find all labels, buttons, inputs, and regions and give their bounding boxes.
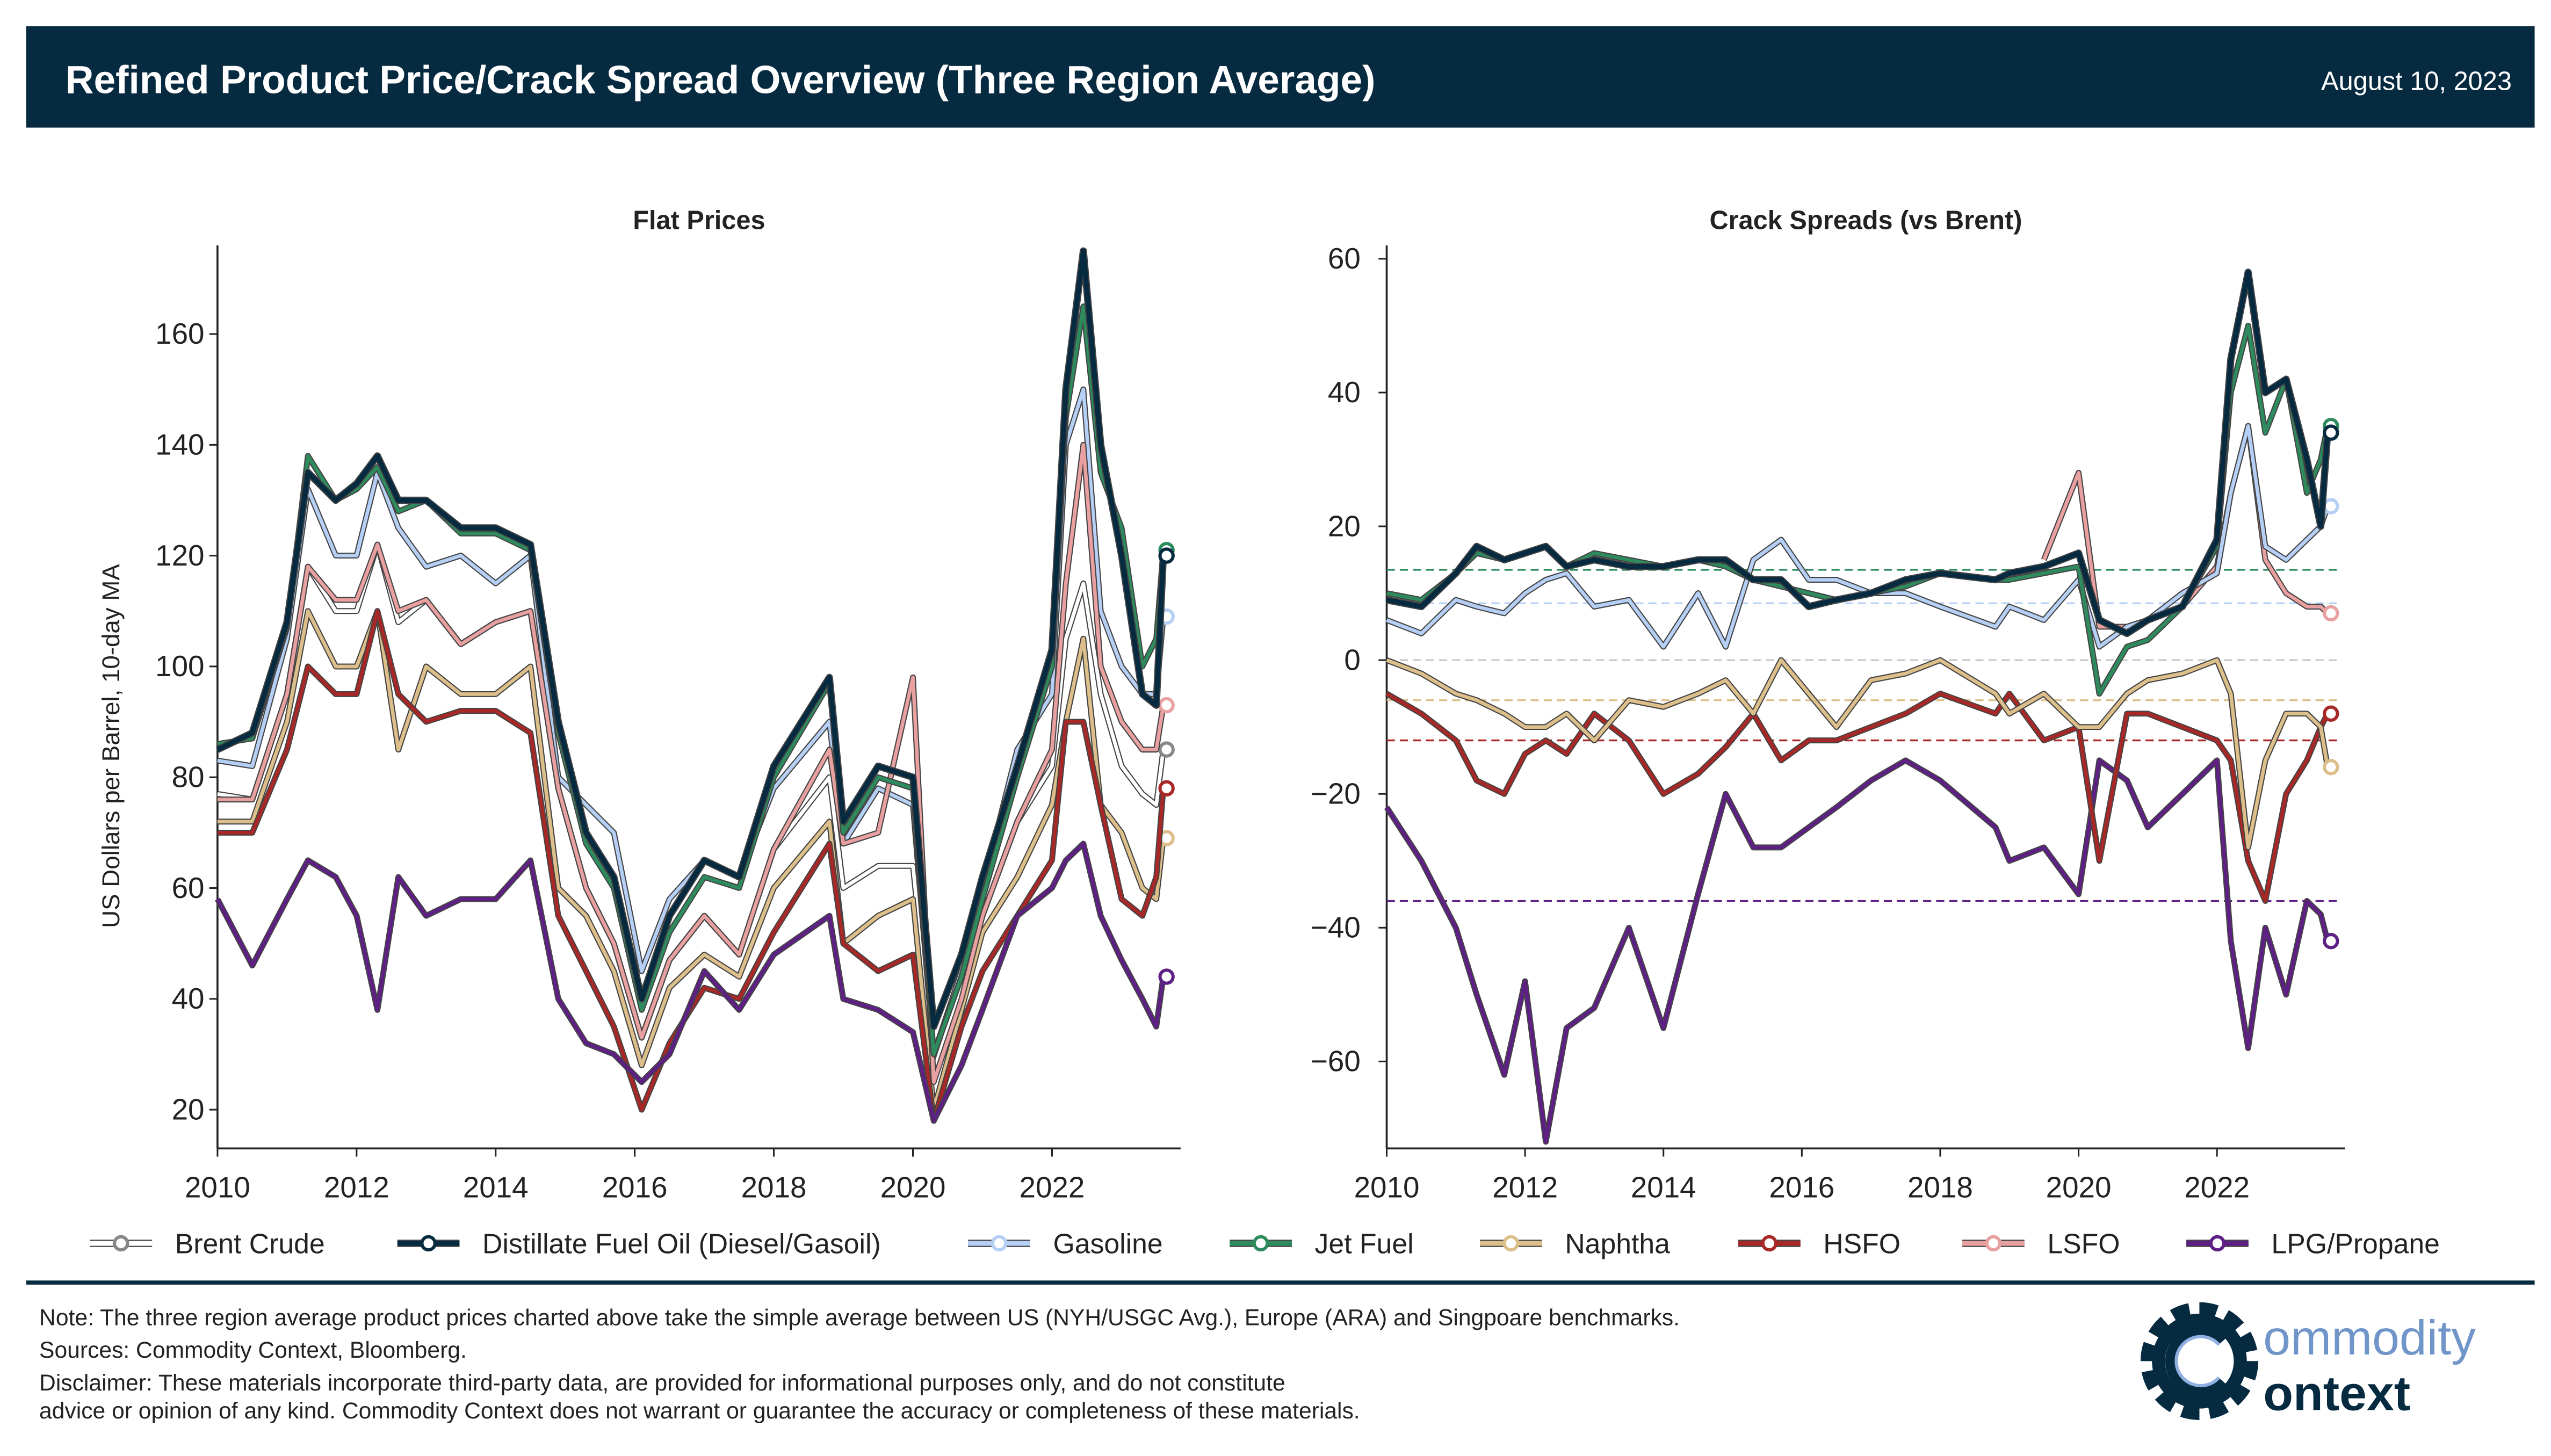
- legend-label: Gasoline: [1053, 1228, 1162, 1259]
- legend-item-lpg-propane: LPG/Propane: [2186, 1228, 2440, 1259]
- y-tick-label: 100: [155, 649, 204, 683]
- x-tick-label: 2020: [2046, 1171, 2112, 1204]
- legend-marker: [1985, 1235, 2002, 1252]
- legend: Brent Crude Distillate Fuel Oil (Diesel/G…: [90, 1228, 2440, 1259]
- series-end-marker-lsfo: [2323, 605, 2339, 622]
- series-line-gasoline: [1386, 424, 2330, 649]
- series-end-marker-hsfo: [2323, 705, 2339, 722]
- y-tick-label: −40: [1311, 911, 1361, 944]
- legend-item-lsfo: LSFO: [1962, 1228, 2120, 1259]
- series-end-marker-brent-crude: [1158, 741, 1175, 758]
- y-tick-label: 40: [172, 982, 205, 1015]
- legend-marker: [1252, 1235, 1269, 1252]
- series-end-marker-distillate-fuel-oil-diesel-gasoil: [1158, 547, 1175, 564]
- y-tick-label: 20: [172, 1092, 205, 1126]
- series-line-jet-fuel: [1386, 324, 2330, 696]
- footer-sources: Sources: Commodity Context, Bloomberg.: [39, 1337, 467, 1363]
- legend-item-distillate-fuel-oil-diesel-gasoil: Distillate Fuel Oil (Diesel/Gasoil): [397, 1228, 881, 1259]
- header-bar: [26, 26, 2535, 128]
- series-end-marker-lpg-propane: [1158, 968, 1175, 985]
- legend-marker: [113, 1235, 129, 1252]
- report-date: August 10, 2023: [2321, 67, 2512, 96]
- commodity-context-logo: ommodity ontext: [2140, 1302, 2476, 1421]
- series-line-lsfo: [217, 443, 1165, 1084]
- series-end-marker-hsfo: [1158, 780, 1175, 797]
- series-line-lpg-propane: [215, 842, 1165, 1123]
- legend-marker: [1502, 1235, 1520, 1252]
- x-tick-label: 2012: [324, 1171, 389, 1204]
- legend-label: Brent Crude: [175, 1228, 325, 1259]
- series-end-marker-gasoline: [2323, 498, 2339, 515]
- legend-marker: [420, 1235, 437, 1252]
- series-line-lpg-propane: [1385, 758, 2330, 1144]
- y-tick-label: −60: [1311, 1045, 1361, 1078]
- legend-label: Naphtha: [1565, 1228, 1670, 1259]
- flat-prices-chart: Flat Prices US Dollars per Barrel, 10-day…: [97, 206, 1181, 1204]
- legend-label: Distillate Fuel Oil (Diesel/Gasoil): [482, 1228, 881, 1259]
- chart-title: Crack Spreads (vs Brent): [1709, 206, 2022, 235]
- series-line-distillate-fuel-oil-diesel-gasoil: [216, 248, 1166, 1029]
- footer-disclaimer-2: advice or opinion of any kind. Commodity…: [39, 1398, 1360, 1424]
- series-line-distillate-fuel-oil-diesel-gasoil: [1386, 270, 2330, 636]
- y-tick-label: 80: [172, 760, 205, 793]
- y-tick-label: 120: [155, 539, 204, 572]
- legend-marker: [1761, 1235, 1778, 1252]
- crack-spreads-chart: Crack Spreads (vs Brent) 2010 2012 2014 2016…: [1311, 206, 2345, 1204]
- x-tick-label: 2012: [1492, 1171, 1558, 1204]
- logo-text-context: ontext: [2263, 1366, 2410, 1421]
- series-end-marker-naphtha: [2323, 759, 2339, 776]
- legend-marker: [2209, 1235, 2226, 1252]
- footer-note: Note: The three region average product p…: [39, 1305, 1680, 1330]
- x-tick-label: 2016: [602, 1171, 668, 1204]
- x-tick-label: 2016: [1769, 1171, 1834, 1204]
- legend-label: LPG/Propane: [2271, 1228, 2439, 1259]
- series-outline-gasoline: [1385, 423, 2331, 650]
- x-tick-label: 2014: [463, 1171, 529, 1204]
- series-end-marker-lsfo: [1158, 697, 1175, 714]
- footer-disclaimer-1: Disclaimer: These materials incorporate …: [39, 1370, 1285, 1396]
- legend-item-hsfo: HSFO: [1738, 1228, 1900, 1259]
- legend-label: LSFO: [2047, 1228, 2120, 1259]
- y-tick-label: 140: [155, 428, 204, 461]
- legend-item-gasoline: Gasoline: [968, 1228, 1163, 1259]
- legend-item-naphtha: Naphtha: [1480, 1228, 1670, 1259]
- legend-label: HSFO: [1823, 1228, 1900, 1259]
- y-tick-label: 20: [1328, 509, 1361, 542]
- series-outline-distillate-fuel-oil-diesel-gasoil: [1386, 269, 2331, 638]
- y-tick-label: 0: [1344, 643, 1360, 676]
- y-tick-label: 40: [1328, 375, 1361, 409]
- legend-item-jet-fuel: Jet Fuel: [1230, 1228, 1414, 1259]
- x-tick-label: 2018: [741, 1171, 807, 1204]
- x-tick-label: 2022: [2184, 1171, 2250, 1204]
- series-line-hsfo: [1385, 692, 2330, 903]
- y-tick-label: 160: [155, 317, 204, 350]
- x-tick-label: 2010: [1354, 1171, 1420, 1204]
- page-title: Refined Product Price/Crack Spread Overv…: [66, 59, 1376, 102]
- gear-icon: [2140, 1302, 2259, 1420]
- x-tick-label: 2010: [185, 1171, 250, 1204]
- x-tick-label: 2018: [1907, 1171, 1973, 1204]
- y-tick-label: 60: [1328, 242, 1361, 275]
- legend-item-brent-crude: Brent Crude: [90, 1228, 325, 1259]
- x-tick-label: 2022: [1019, 1171, 1085, 1204]
- legend-label: Jet Fuel: [1315, 1228, 1414, 1259]
- legend-marker: [991, 1235, 1008, 1252]
- series-line-naphtha: [1386, 658, 2330, 850]
- series-outline-lpg-propane: [1384, 757, 2331, 1145]
- series-end-marker-lpg-propane: [2323, 933, 2339, 950]
- series-end-marker-distillate-fuel-oil-diesel-gasoil: [2323, 424, 2339, 441]
- x-tick-label: 2020: [880, 1171, 946, 1204]
- x-tick-label: 2014: [1631, 1171, 1696, 1204]
- logo-text-commodity: ommodity: [2263, 1310, 2476, 1365]
- y-axis-label: US Dollars per Barrel, 10-day MA: [97, 564, 125, 928]
- y-tick-label: 60: [172, 871, 205, 904]
- chart-title: Flat Prices: [633, 206, 765, 235]
- series-outline-jet-fuel: [1386, 322, 2331, 697]
- y-tick-label: −20: [1311, 777, 1361, 810]
